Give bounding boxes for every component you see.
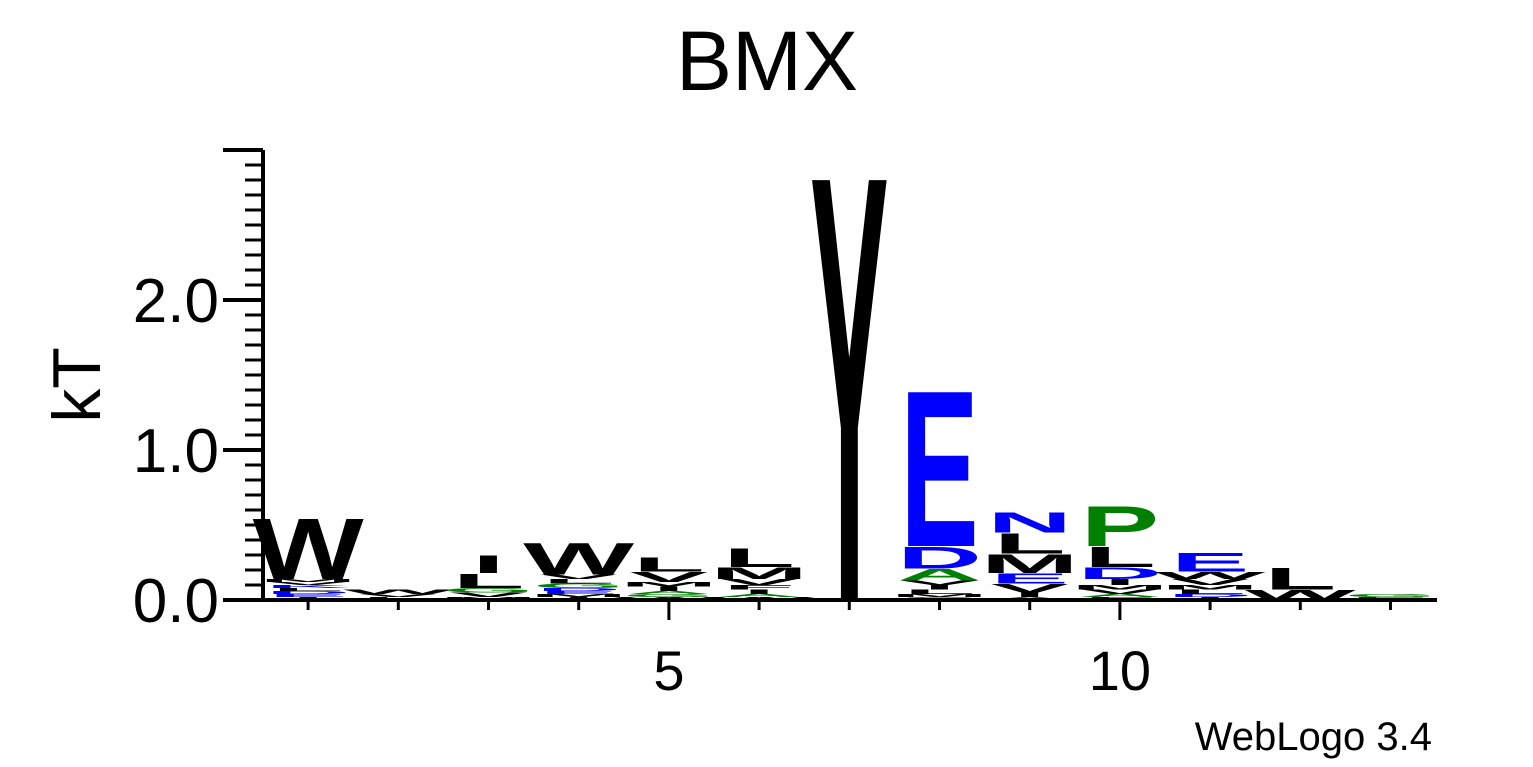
stack-position-10: FAVMIDLP <box>1071 494 1169 601</box>
x-tick-label: 5 <box>653 639 684 702</box>
letter-G-pos-5: G <box>623 593 715 598</box>
letter-L-pos-4: L <box>543 578 615 585</box>
stack-position-7: Y <box>810 49 888 731</box>
x-tick-label: 10 <box>1089 639 1151 702</box>
letter-A-pos-8: A <box>897 566 982 585</box>
stack-position-9: AIVEMLN <box>981 506 1079 600</box>
letter-E-pos-9: E <box>990 570 1068 586</box>
letter-E-pos-4: E <box>539 590 617 595</box>
letter-P-pos-10: P <box>1081 494 1159 559</box>
letter-I-pos-8: I <box>923 584 956 591</box>
letter-L-pos-11: L <box>1174 588 1246 595</box>
stack-position-11: IDLMVWE <box>1155 548 1266 601</box>
letter-I-pos-10: I <box>1104 578 1137 587</box>
letter-A-pos-10: A <box>1077 593 1162 598</box>
letter-Y-pos-7: Y <box>810 49 888 731</box>
letter-L-pos-3: L <box>453 569 525 592</box>
letter-M-pos-11: M <box>1161 584 1259 591</box>
letter-I-pos-5: I <box>653 585 686 592</box>
letter-D-pos-1: D <box>266 590 351 595</box>
y-tick-label: 1.0 <box>133 417 219 486</box>
y-tick-label: 0.0 <box>133 567 219 636</box>
letter-L-pos-9: L <box>994 527 1066 559</box>
letter-D-pos-4: D <box>536 587 621 592</box>
letter-W-pos-1: W <box>253 500 364 597</box>
weblogo-credit: WebLogo 3.4 <box>1195 715 1432 759</box>
letter-L-pos-1: L <box>272 587 344 592</box>
letter-W-pos-2: W <box>343 588 455 595</box>
letter-I-pos-6: I <box>743 588 776 595</box>
letter-A-pos-5: A <box>626 590 711 595</box>
letter-V-pos-2: V <box>359 593 437 598</box>
y-tick-label: 2.0 <box>133 267 219 336</box>
letter-V-pos-8: V <box>900 579 978 586</box>
letter-N-pos-9: N <box>987 506 1072 538</box>
letter-F-pos-6: F <box>723 584 795 591</box>
letter-I-pos-9: I <box>1013 591 1046 598</box>
letter-E-pos-1: E <box>269 593 347 598</box>
stack-position-8: SMLIVADE <box>890 343 988 601</box>
stack-position-12: WL <box>1245 562 1357 603</box>
letter-L-pos-10: L <box>1084 541 1156 573</box>
letter-M-pos-10: M <box>1071 584 1169 591</box>
letter-E-pos-8: E <box>900 343 978 593</box>
letter-A-pos-6: A <box>717 593 802 598</box>
letter-M-pos-9: M <box>981 549 1079 579</box>
letter-W-pos-4: W <box>523 533 635 584</box>
letter-V-pos-1: V <box>269 581 347 586</box>
letter-M-pos-5: M <box>620 581 718 588</box>
letter-G-pos-4: G <box>533 582 625 589</box>
y-axis-label: kT <box>39 347 115 423</box>
letter-W-pos-11: W <box>1155 570 1266 582</box>
letter-V-pos-3: V <box>449 591 527 598</box>
axes: 0.0 1.0 2.0 5 10 <box>133 148 1437 702</box>
letter-L-pos-6: L <box>723 543 795 573</box>
chart-title: BMX <box>676 14 858 108</box>
letter-E-pos-11: E <box>1171 548 1249 578</box>
letter-D-pos-8: D <box>897 541 982 576</box>
letter-K-pos-1: K <box>266 584 351 589</box>
letter-D-pos-10: D <box>1077 564 1162 583</box>
letter-G-pos-3: G <box>443 587 535 594</box>
letter-V-pos-9: V <box>990 581 1069 595</box>
stack-position-6: WAIFVML <box>704 543 816 601</box>
letter-L-pos-5: L <box>633 553 705 576</box>
letter-M-pos-6: M <box>710 564 808 583</box>
letter-V-pos-5: V <box>630 569 709 585</box>
letter-M-pos-8: M <box>890 593 988 598</box>
letter-L-pos-12: L <box>1264 562 1336 597</box>
letter-V-pos-6: V <box>720 578 799 587</box>
letter-M-pos-1: M <box>259 578 357 583</box>
letter-D-pos-11: D <box>1168 593 1253 598</box>
letter-V-pos-4: V <box>539 573 617 580</box>
letter-G-pos-13: G <box>1345 593 1437 598</box>
letter-V-pos-10: V <box>1081 588 1159 595</box>
stack-position-1: IEDLKVMW <box>253 500 364 601</box>
letter-stacks: IEDLKVMWLVWMVGLIIMEDGLVWWGAIMVLWAIFVMLYS… <box>253 49 1437 731</box>
letter-M-pos-4: M <box>530 593 628 598</box>
letter-V-pos-11: V <box>1171 578 1250 587</box>
letter-I-pos-3: I <box>472 551 505 579</box>
letter-L-pos-8: L <box>904 588 976 595</box>
